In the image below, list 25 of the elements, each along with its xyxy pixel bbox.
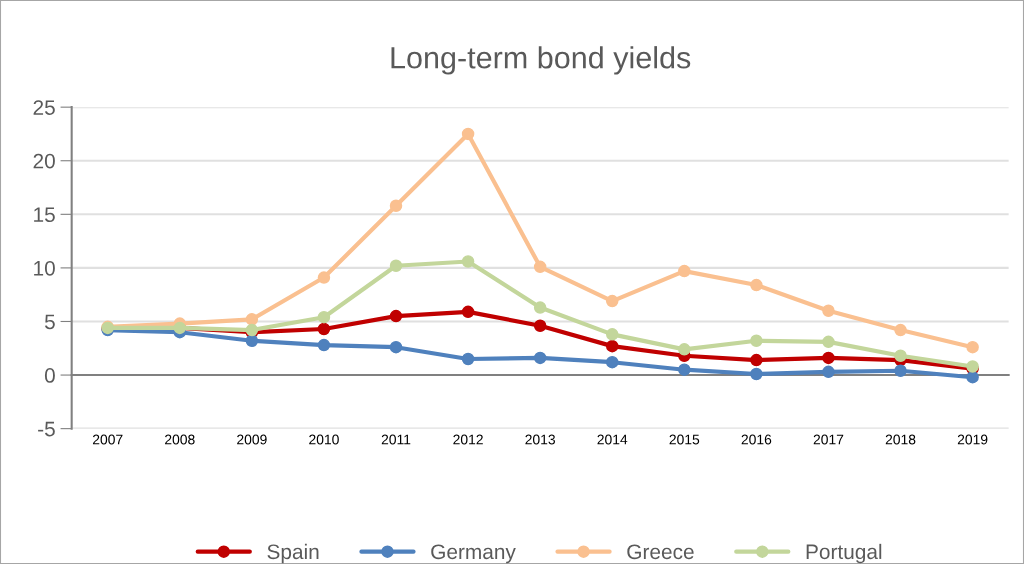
x-tick-label: 2019 — [957, 434, 988, 445]
x-tick-label: 2007 — [92, 434, 123, 445]
x-tick-label: 2010 — [309, 434, 339, 445]
x-tick-label: 2014 — [597, 434, 628, 445]
y-tick-label: 25 — [33, 100, 55, 115]
y-tick-label: 20 — [33, 153, 55, 169]
y-tick-label: 5 — [44, 314, 55, 330]
y-tick-label: 10 — [34, 260, 55, 276]
x-tick-label: 2012 — [453, 434, 483, 445]
legend-label: Spain — [267, 543, 319, 564]
x-tick-label: 2009 — [237, 434, 267, 445]
y-tick-label: -5 — [38, 421, 55, 437]
x-tick-label: 2013 — [525, 434, 555, 445]
x-tick-label: 2016 — [741, 434, 772, 445]
x-tick-label: 2017 — [813, 434, 844, 445]
legend-label: Greece — [627, 544, 694, 560]
x-tick-label: 2008 — [165, 434, 195, 445]
x-tick-label: 2018 — [885, 434, 916, 445]
legend-label: Germany — [431, 544, 516, 564]
y-tick-label: 15 — [34, 207, 55, 223]
legend-label: Portugal — [806, 543, 882, 564]
chart-title: Long-term bond yields — [391, 46, 691, 75]
x-tick-label: 2015 — [669, 434, 700, 445]
y-tick-label: 0 — [44, 368, 55, 383]
x-tick-label: 2011 — [381, 434, 411, 445]
